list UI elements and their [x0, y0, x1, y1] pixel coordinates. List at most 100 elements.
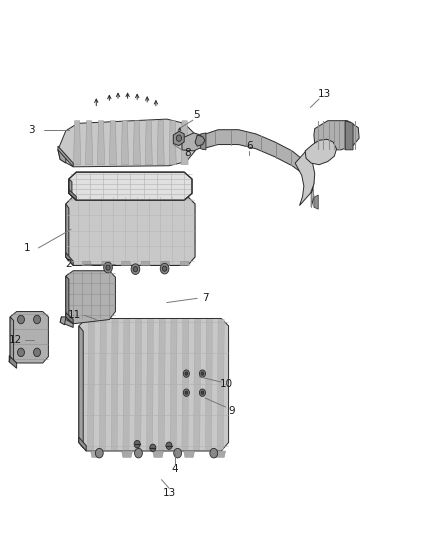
Circle shape	[18, 348, 25, 357]
Polygon shape	[314, 120, 359, 150]
Polygon shape	[88, 319, 95, 449]
Polygon shape	[60, 317, 73, 327]
Polygon shape	[82, 261, 92, 265]
Polygon shape	[79, 326, 83, 448]
Polygon shape	[345, 120, 353, 150]
Circle shape	[201, 391, 204, 394]
Polygon shape	[173, 131, 184, 146]
Circle shape	[185, 391, 187, 394]
Polygon shape	[182, 133, 202, 151]
Circle shape	[34, 348, 41, 357]
Circle shape	[199, 389, 205, 397]
Text: 13: 13	[318, 88, 331, 99]
Circle shape	[134, 448, 142, 458]
Polygon shape	[58, 150, 66, 163]
Polygon shape	[58, 119, 195, 167]
Circle shape	[104, 262, 113, 273]
Polygon shape	[147, 319, 153, 449]
Polygon shape	[102, 261, 111, 265]
Text: 13: 13	[162, 488, 176, 498]
Polygon shape	[121, 261, 131, 265]
Polygon shape	[205, 319, 212, 449]
Polygon shape	[182, 319, 189, 449]
Polygon shape	[202, 130, 314, 207]
Polygon shape	[98, 120, 105, 165]
Circle shape	[184, 370, 189, 377]
Polygon shape	[135, 319, 141, 449]
Circle shape	[133, 266, 138, 272]
Polygon shape	[184, 451, 194, 457]
Polygon shape	[66, 204, 69, 261]
Polygon shape	[69, 179, 72, 197]
Polygon shape	[180, 261, 189, 265]
Polygon shape	[201, 133, 206, 150]
Circle shape	[134, 440, 140, 448]
Polygon shape	[111, 319, 118, 449]
Text: 5: 5	[193, 110, 200, 120]
Polygon shape	[217, 319, 224, 449]
Polygon shape	[133, 120, 140, 165]
Polygon shape	[110, 120, 117, 165]
Polygon shape	[66, 271, 116, 324]
Polygon shape	[60, 317, 66, 325]
Polygon shape	[152, 451, 163, 457]
Polygon shape	[157, 120, 164, 165]
Circle shape	[34, 316, 41, 324]
Polygon shape	[195, 135, 205, 146]
Polygon shape	[79, 318, 229, 451]
Polygon shape	[91, 451, 102, 457]
Text: 11: 11	[68, 310, 81, 320]
Polygon shape	[170, 319, 177, 449]
Polygon shape	[295, 151, 315, 206]
Circle shape	[95, 448, 103, 458]
Text: 4: 4	[171, 464, 178, 474]
Polygon shape	[141, 261, 150, 265]
Polygon shape	[215, 451, 226, 457]
Polygon shape	[66, 197, 195, 265]
Polygon shape	[160, 261, 170, 265]
Circle shape	[184, 389, 189, 397]
Text: 6: 6	[246, 141, 253, 151]
Polygon shape	[194, 319, 201, 449]
Text: 7: 7	[202, 293, 208, 303]
Circle shape	[174, 448, 182, 458]
Circle shape	[185, 372, 187, 375]
Polygon shape	[10, 312, 48, 363]
Circle shape	[177, 135, 182, 141]
Circle shape	[162, 266, 167, 271]
Polygon shape	[123, 319, 130, 449]
Polygon shape	[181, 120, 188, 165]
Polygon shape	[158, 319, 165, 449]
Circle shape	[199, 370, 205, 377]
Circle shape	[201, 372, 204, 375]
Polygon shape	[69, 172, 192, 200]
Polygon shape	[305, 139, 336, 165]
Polygon shape	[69, 190, 76, 200]
Polygon shape	[58, 146, 73, 167]
Polygon shape	[169, 120, 176, 165]
Polygon shape	[66, 253, 73, 265]
Polygon shape	[99, 319, 106, 449]
Circle shape	[166, 442, 172, 449]
Circle shape	[160, 263, 169, 274]
Text: 10: 10	[220, 379, 233, 389]
Circle shape	[210, 448, 218, 458]
Text: 3: 3	[28, 125, 34, 135]
Polygon shape	[9, 356, 10, 362]
Polygon shape	[145, 120, 152, 165]
Polygon shape	[74, 120, 81, 165]
Circle shape	[18, 316, 25, 324]
Polygon shape	[66, 313, 73, 324]
Polygon shape	[85, 120, 92, 165]
Polygon shape	[314, 195, 318, 209]
Circle shape	[131, 264, 140, 274]
Polygon shape	[121, 120, 128, 165]
Polygon shape	[122, 451, 133, 457]
Polygon shape	[66, 276, 69, 320]
Text: 9: 9	[229, 406, 235, 416]
Polygon shape	[9, 357, 17, 368]
Circle shape	[150, 444, 156, 451]
Circle shape	[106, 265, 110, 270]
Text: 12: 12	[9, 335, 22, 345]
Text: 2: 2	[66, 259, 72, 269]
